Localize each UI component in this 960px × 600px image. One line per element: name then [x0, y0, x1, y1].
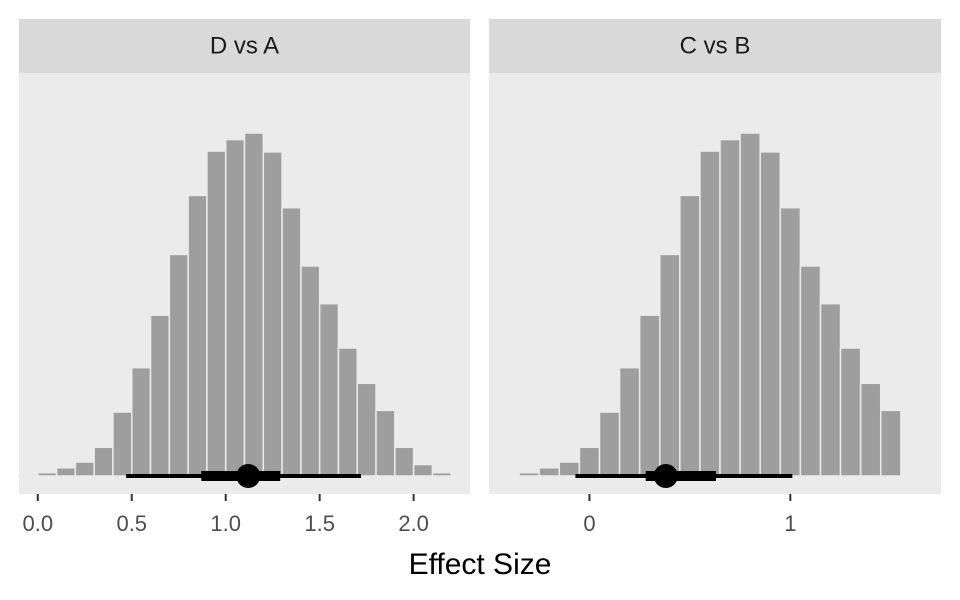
histogram-bar	[337, 347, 359, 477]
histogram-bar	[168, 253, 189, 477]
facet-strip	[489, 19, 941, 73]
histogram-bar	[356, 382, 377, 477]
x-tick-label: 2.0	[398, 511, 429, 536]
histogram-bar	[412, 463, 434, 477]
histogram-bar	[879, 409, 902, 477]
histogram-bar	[819, 302, 842, 477]
histogram-bar	[206, 150, 227, 477]
x-tick-label: 0.0	[22, 511, 53, 536]
x-tick-label: 0	[583, 511, 595, 536]
histogram-bar	[799, 265, 822, 477]
histogram-bar	[518, 471, 540, 477]
median-point	[236, 464, 261, 488]
histogram-bar	[679, 194, 701, 477]
histogram-bar	[281, 206, 302, 477]
histogram-bar	[375, 409, 396, 477]
x-tick-label: 1.0	[210, 511, 241, 536]
facet-strip	[19, 19, 470, 73]
x-axis-title: Effect Size	[409, 548, 552, 581]
histogram-bar	[578, 446, 601, 477]
histogram-bar	[262, 151, 283, 477]
median-point	[653, 464, 678, 488]
histogram-bar	[18, 474, 39, 477]
histogram-bar	[618, 366, 641, 477]
histogram-bar	[224, 138, 246, 477]
histogram-bar	[759, 151, 782, 477]
histogram-bar	[93, 446, 114, 477]
x-tick-label: 0.5	[116, 511, 147, 536]
histogram-bar	[300, 265, 321, 477]
facet-panel: D vs A 0.0 0.5 1.0 1.5 2.0	[18, 19, 470, 536]
histogram-bar	[779, 206, 802, 477]
histogram-bar	[719, 138, 741, 477]
histogram-bar	[498, 474, 520, 477]
histogram-bar	[149, 314, 171, 477]
histogram-bar	[538, 467, 561, 477]
histogram-bar	[659, 253, 681, 477]
histogram-bar	[74, 461, 95, 477]
histogram-bar	[318, 302, 340, 477]
x-tick-label: 1.5	[304, 511, 335, 536]
histogram-bar	[55, 467, 77, 477]
facet-strip-label: C vs B	[680, 33, 751, 60]
histogram-bar	[699, 150, 721, 477]
histogram-bar	[598, 411, 621, 477]
histogram-bar	[859, 382, 882, 477]
histogram-bar	[558, 461, 581, 477]
histogram-bar	[638, 314, 661, 477]
facet-panel: C vs B 0 1	[489, 19, 941, 536]
histogram-bar	[37, 471, 58, 477]
histogram-bar	[839, 347, 862, 477]
histogram-bar	[131, 366, 152, 477]
histogram-bar	[243, 132, 265, 477]
histogram-bar	[187, 194, 208, 477]
facet-strip-label: D vs A	[210, 33, 279, 60]
histogram-bar	[431, 471, 452, 477]
histogram-bar	[739, 132, 761, 477]
x-tick-label: 1	[784, 511, 796, 536]
histogram-bar	[112, 411, 133, 477]
histogram-bar	[394, 446, 415, 477]
